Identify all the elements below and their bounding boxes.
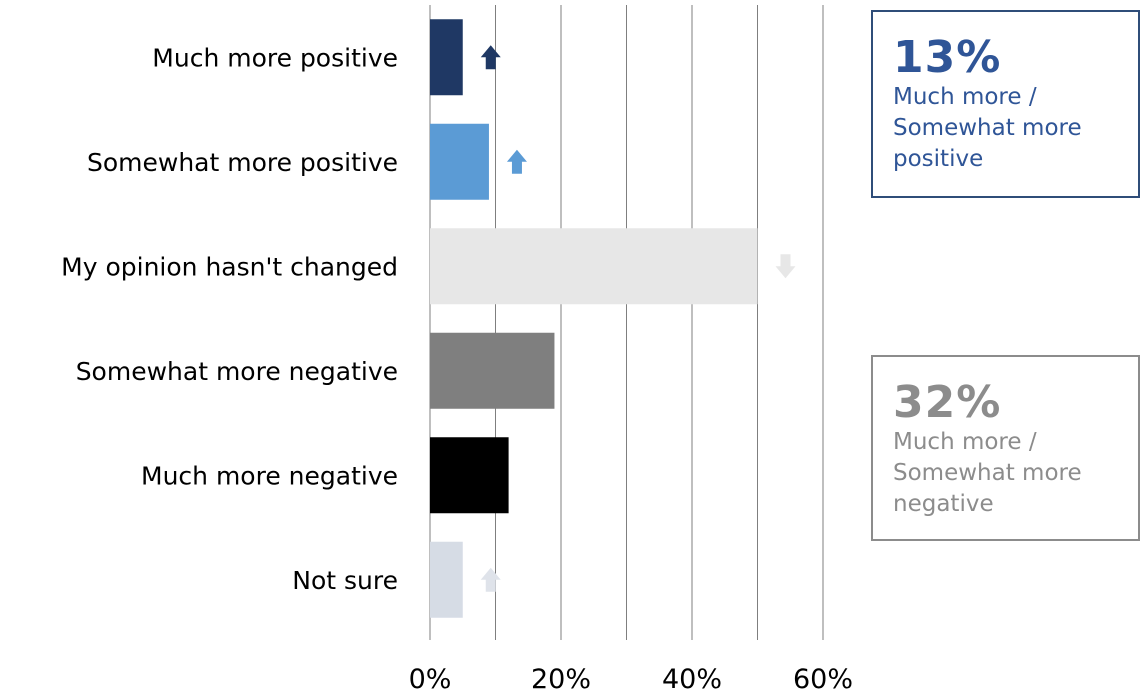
category-labels: Much more positive Somewhat more positive… — [61, 43, 398, 595]
category-label: Not sure — [292, 566, 398, 595]
callout-negative-text: Much more / Somewhat more negative — [893, 429, 1082, 517]
x-tick-labels: 0% 20% 40% 60% — [409, 664, 853, 695]
bar — [430, 228, 758, 305]
callout-positive-text: Much more / Somewhat more positive — [893, 84, 1082, 172]
callout-negative-value: 32% — [893, 377, 1002, 428]
category-label: Much more positive — [152, 43, 398, 72]
callout-positive-value: 13% — [893, 32, 1002, 83]
arrow-down-icon — [775, 254, 796, 279]
bar — [430, 123, 489, 200]
category-label: Somewhat more negative — [76, 357, 398, 386]
x-tick-label: 40% — [662, 664, 722, 695]
callout-positive: 13% Much more / Somewhat more positive — [871, 10, 1140, 198]
arrow-up-icon — [480, 567, 501, 592]
x-tick-label: 0% — [409, 664, 452, 695]
bar — [430, 332, 555, 409]
gridlines — [429, 5, 824, 640]
bar — [430, 19, 463, 96]
callout-negative: 32% Much more / Somewhat more negative — [871, 355, 1140, 541]
bar — [430, 437, 509, 514]
category-label: My opinion hasn't changed — [61, 252, 398, 281]
x-tick-label: 60% — [793, 664, 853, 695]
arrow-up-icon — [506, 149, 527, 174]
bar-chart: Much more positive Somewhat more positive… — [61, 5, 853, 695]
category-label: Much more negative — [141, 461, 398, 490]
category-label: Somewhat more positive — [87, 148, 398, 177]
trend-arrows — [480, 45, 796, 592]
bars — [430, 19, 758, 618]
arrow-up-icon — [480, 45, 501, 70]
x-tick-label: 20% — [531, 664, 591, 695]
bar — [430, 541, 463, 618]
